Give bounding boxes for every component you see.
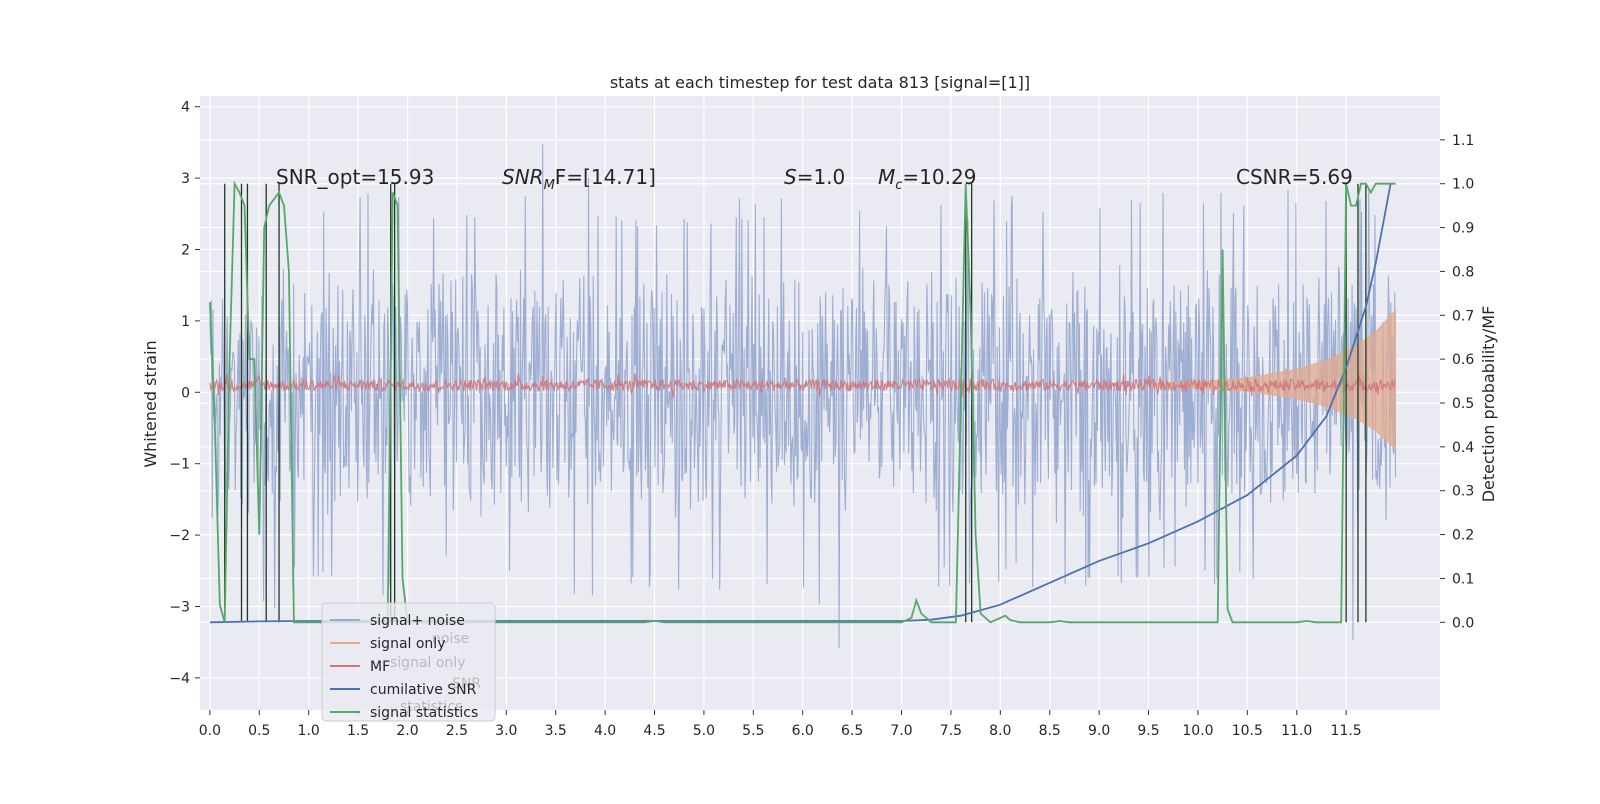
x-tick-label: 8.5: [1039, 723, 1061, 739]
annotation-snr-mf-subscript: M: [544, 178, 555, 193]
legend-frame: [321, 602, 496, 722]
x-tick-label: 2.0: [396, 723, 418, 739]
y-tick-label-right: 0.2: [1452, 528, 1474, 544]
legend-ghost-4: statistics: [400, 699, 462, 715]
x-tick-label: 9.5: [1137, 723, 1159, 739]
x-tick-label: 5.5: [742, 723, 764, 739]
y-tick-label-right: 1.0: [1452, 177, 1474, 193]
annotation-s-symbol: S: [784, 165, 797, 189]
annotation-s: S=1.0: [784, 165, 845, 189]
annotation-mc-value: =10.29: [902, 165, 976, 189]
y-axis-label-left: Whitened strain: [141, 340, 160, 467]
x-tick-label: 10.0: [1182, 723, 1213, 739]
y-tick-label-right: 0.7: [1452, 308, 1474, 324]
cumulative-snr-line: [209, 183, 1392, 624]
legend-label: signal only: [370, 636, 445, 652]
signal-statistics-line: [209, 180, 1396, 624]
y-tick-label-left: 0: [181, 385, 190, 401]
x-tick-label: 1.5: [347, 723, 369, 739]
y-tick-label-left: −1: [169, 457, 190, 473]
x-tick-label: 6.5: [841, 723, 863, 739]
x-tick-label: 6.0: [792, 723, 814, 739]
plot-area: [209, 144, 1397, 649]
legend-ghost-1: noise: [432, 631, 469, 647]
x-tick-label: 0.0: [199, 723, 221, 739]
y-tick-label-left: −3: [169, 599, 190, 615]
x-tick-label: 3.5: [545, 723, 567, 739]
y-tick-label-right: 0.3: [1452, 484, 1474, 500]
legend-ghost-2: signal only: [390, 655, 465, 671]
legend-label: cumilative SNR: [370, 682, 477, 698]
y-tick-label-left: 2: [181, 243, 190, 259]
annotation-snr-mf: SNRMF=[14.71]: [502, 165, 656, 193]
y-tick-label-left: 1: [181, 314, 190, 330]
y-tick-label-right: 0.1: [1452, 571, 1474, 587]
annotation-csnr: CSNR=5.69: [1236, 165, 1353, 189]
y-tick-label-right: 0.6: [1452, 352, 1474, 368]
annotation-mc: Mc=10.29: [878, 165, 976, 193]
y-axis-label-right: Detection probability/MF: [1479, 306, 1498, 503]
y-tick-label-left: −2: [169, 528, 190, 544]
annotation-s-value: =1.0: [797, 165, 846, 189]
x-tick-label: 8.0: [989, 723, 1011, 739]
legend-label: signal statistics: [370, 705, 478, 721]
y-tick-label-right: 0.9: [1452, 221, 1474, 237]
x-tick-label: 5.0: [693, 723, 715, 739]
axes: 0.0 0.5 1.0 1.5 2.0 2.5 3.0 3.5 4.0 4.5 5.0 5.5 6.0 6…: [169, 100, 1474, 739]
x-tick-label: 4.0: [594, 723, 616, 739]
x-tick-label: 11.0: [1281, 723, 1312, 739]
y-tick-label-right: 0.0: [1452, 615, 1474, 631]
annotation-snr-mf-symbol: SNR: [502, 165, 544, 189]
x-tick-label: 7.0: [890, 723, 912, 739]
x-tick-label: 1.0: [298, 723, 320, 739]
x-tick-label: 2.5: [446, 723, 468, 739]
y-tick-label-left: −4: [169, 671, 190, 687]
y-tick-label-right: 1.1: [1452, 133, 1474, 149]
signal-only-area: [1148, 309, 1396, 450]
x-tick-label: 4.5: [643, 723, 665, 739]
mf-line: [209, 373, 1397, 398]
y-tick-label-right: 0.8: [1452, 264, 1474, 280]
y-tick-label-left: 4: [181, 100, 190, 116]
annotation-snr-opt: SNR_opt=15.93: [276, 165, 434, 189]
annotation-mc-subscript: c: [895, 178, 902, 193]
legend-ghost-3: SNR: [452, 676, 481, 692]
legend: noise signal only SNR statistics signal+…: [321, 602, 496, 722]
annotation-snr-mf-value: F=[14.71]: [555, 165, 656, 189]
x-tick-label: 9.0: [1088, 723, 1110, 739]
x-tick-label: 11.5: [1331, 723, 1362, 739]
x-tick-label: 3.0: [495, 723, 517, 739]
annotation-mc-symbol: M: [878, 165, 895, 189]
annotations: SNR_opt=15.93 SNRMF=[14.71] S=1.0 Mc=10.…: [276, 165, 1353, 193]
y-tick-label-left: 3: [181, 171, 190, 187]
y-tick-label-right: 0.5: [1452, 396, 1474, 412]
x-tick-label: 0.5: [248, 723, 270, 739]
x-tick-label: 10.5: [1232, 723, 1263, 739]
chart-title: stats at each timestep for test data 813…: [610, 73, 1030, 92]
legend-label: signal+ noise: [370, 613, 465, 629]
signal-noise-line: [209, 144, 1397, 649]
y-tick-label-right: 0.4: [1452, 440, 1474, 456]
legend-label: MF: [370, 659, 390, 675]
x-tick-label: 7.5: [940, 723, 962, 739]
